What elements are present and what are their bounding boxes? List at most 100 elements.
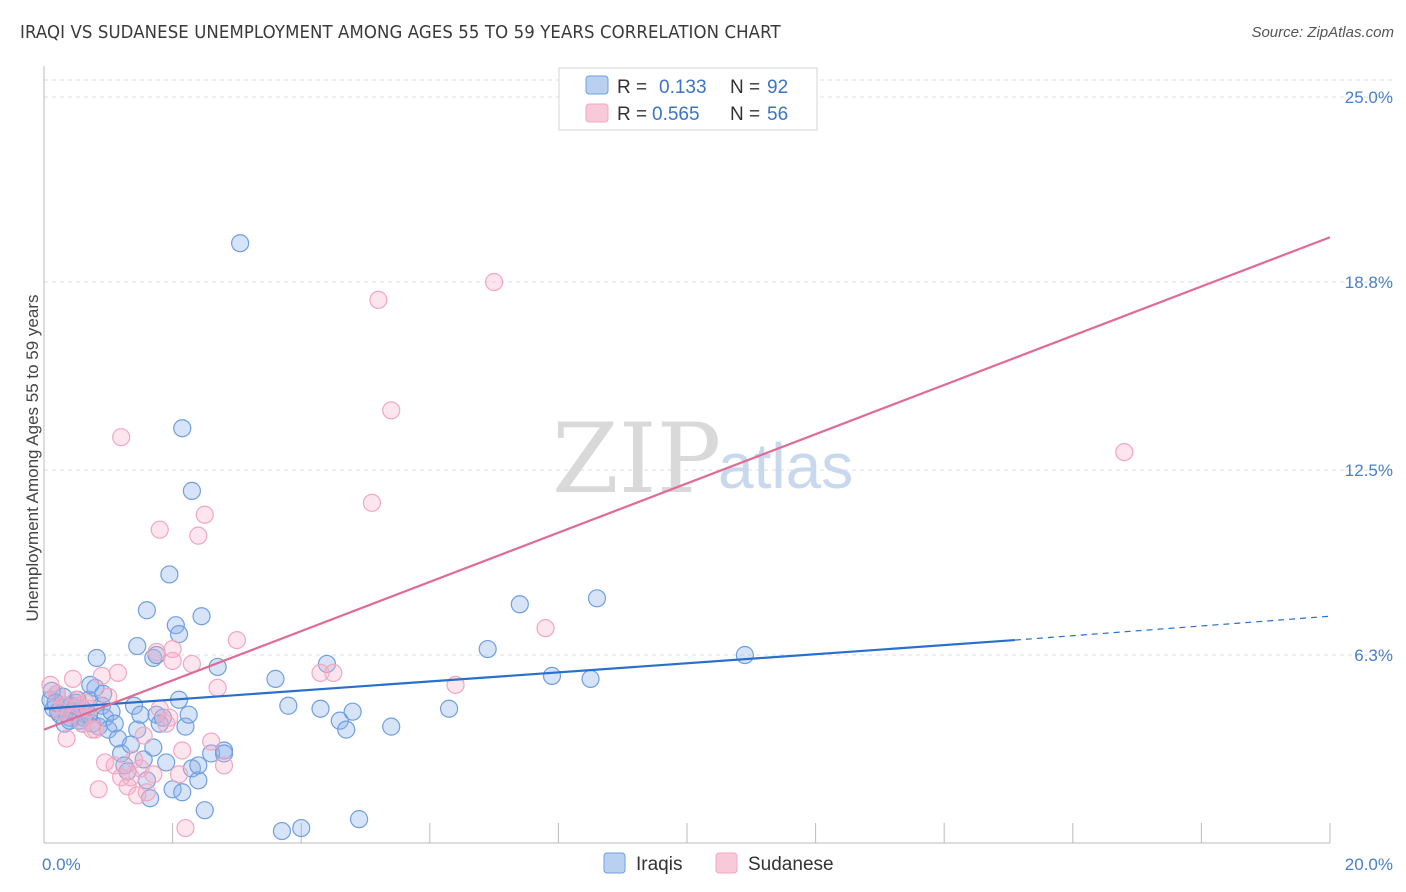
sudanese-point: [41, 675, 60, 694]
sudanese-point: [176, 818, 195, 838]
y-axis-label: Unemployment Among Ages 55 to 59 years: [23, 295, 42, 622]
iraqis-point: [195, 801, 214, 820]
sudanese-point: [227, 630, 246, 650]
sudanese-trend-line: [43, 236, 1331, 731]
iraqis-point: [105, 714, 124, 733]
iraqis-point: [581, 669, 600, 688]
sudanese-point: [369, 290, 388, 310]
iraqis-point: [231, 234, 250, 253]
sudanese-point: [169, 765, 189, 784]
bottom-legend-swatch-iraqis: [603, 852, 626, 874]
iraqis-point: [292, 818, 311, 838]
y-tick-label: 25.0%: [1345, 88, 1393, 107]
y-tick-labels: 6.3% 12.5% 18.8% 25.0%: [1345, 88, 1393, 665]
legend-r-label-sudanese: R =: [617, 104, 647, 125]
sudanese-point: [147, 642, 166, 662]
sudanese-point: [324, 663, 343, 683]
iraqis-point: [349, 810, 369, 829]
iraqis-point: [478, 639, 497, 659]
sudanese-point: [83, 720, 102, 739]
iraqis-point: [189, 756, 208, 775]
sudanese-point: [89, 780, 108, 799]
sudanese-point: [92, 666, 111, 685]
y-tick-label: 18.8%: [1345, 273, 1393, 292]
iraqis-point: [94, 684, 113, 703]
sudanese-point: [134, 726, 153, 745]
legend-n-label-iraqis: N =: [730, 77, 760, 98]
source-label: Source: ZipAtlas.com: [1251, 24, 1394, 41]
sudanese-point: [160, 708, 179, 727]
iraqis-point: [735, 645, 754, 665]
iraqis-trend-line: [43, 638, 1016, 710]
iraqis-point: [317, 654, 337, 674]
sudanese-point: [362, 493, 382, 512]
trend-lines: [43, 236, 1331, 731]
iraqis-point: [182, 481, 201, 500]
bottom-legend-swatch-sudanese: [715, 852, 738, 874]
sudanese-point: [112, 428, 131, 447]
watermark: ZIP atlas: [552, 403, 853, 515]
legend-r-value-iraqis: 0.133: [659, 77, 707, 98]
sudanese-point: [202, 732, 221, 751]
legend-box: R = 0.133 N = 92 R = 0.565 N = 56: [558, 67, 818, 131]
legend-swatch-sudanese: [585, 103, 609, 123]
legend-r-label-iraqis: R =: [617, 77, 647, 98]
sudanese-point: [95, 753, 115, 772]
bottom-legend-iraqis: Iraqis: [636, 854, 682, 875]
y-tick-label: 6.3%: [1354, 646, 1393, 665]
iraqis-point: [144, 738, 163, 757]
sudanese-point: [108, 663, 128, 683]
sudanese-point: [189, 526, 208, 545]
iraqis-point: [192, 607, 211, 626]
iraqis-point: [160, 565, 179, 584]
x-tick-label: 0.0%: [42, 855, 81, 874]
sudanese-point: [208, 678, 227, 697]
sudanese-point: [311, 663, 330, 683]
sudanese-point: [485, 272, 504, 292]
sudanese-point: [382, 401, 401, 420]
iraqis-point: [173, 419, 192, 438]
sudanese-point: [173, 741, 192, 760]
legend-n-label-sudanese: N =: [730, 104, 760, 125]
iraqis-point: [311, 699, 330, 718]
y-tick-label: 12.5%: [1345, 461, 1393, 480]
iraqis-point: [131, 705, 150, 724]
iraqis-point: [189, 771, 208, 790]
sudanese-point: [536, 619, 555, 638]
x-tick-labels: 0.0% 20.0%: [42, 855, 1393, 874]
watermark-atlas: atlas: [718, 430, 853, 502]
sudanese-point: [150, 520, 169, 539]
sudanese-point: [214, 756, 234, 775]
sudanese-point: [144, 765, 163, 784]
iraqis-points: [41, 234, 754, 841]
chart-title: IRAQI VS SUDANESE UNEMPLOYMENT AMONG AGE…: [20, 22, 781, 43]
sudanese-point: [76, 693, 95, 712]
bottom-legend: Iraqis Sudanese: [603, 852, 834, 875]
legend-n-value-sudanese: 56: [767, 104, 788, 125]
iraqis-point: [128, 636, 147, 656]
legend-swatch-iraqis: [585, 75, 609, 95]
iraqis-point: [439, 699, 459, 718]
sudanese-point: [124, 750, 144, 769]
iraqis-point: [137, 601, 156, 620]
bottom-legend-sudanese: Sudanese: [748, 854, 834, 875]
sudanese-point: [128, 786, 147, 805]
iraqis-point: [87, 648, 106, 668]
iraqis-point: [272, 821, 292, 841]
iraqis-point: [42, 681, 61, 700]
iraqis-point: [173, 783, 192, 802]
iraqis-point: [157, 753, 176, 772]
sudanese-point: [1115, 442, 1134, 462]
x-tick-label: 20.0%: [1345, 855, 1393, 874]
sudanese-point: [50, 702, 70, 721]
sudanese-point: [57, 729, 76, 748]
axes: [43, 66, 1331, 844]
iraqis-trend-extension: [1014, 615, 1331, 641]
iraqis-point: [176, 717, 195, 736]
iraqis-point: [382, 717, 401, 736]
iraqis-point: [542, 666, 562, 685]
sudanese-point: [195, 505, 214, 524]
iraqis-point: [510, 595, 529, 614]
legend-r-value-sudanese: 0.565: [652, 104, 700, 125]
